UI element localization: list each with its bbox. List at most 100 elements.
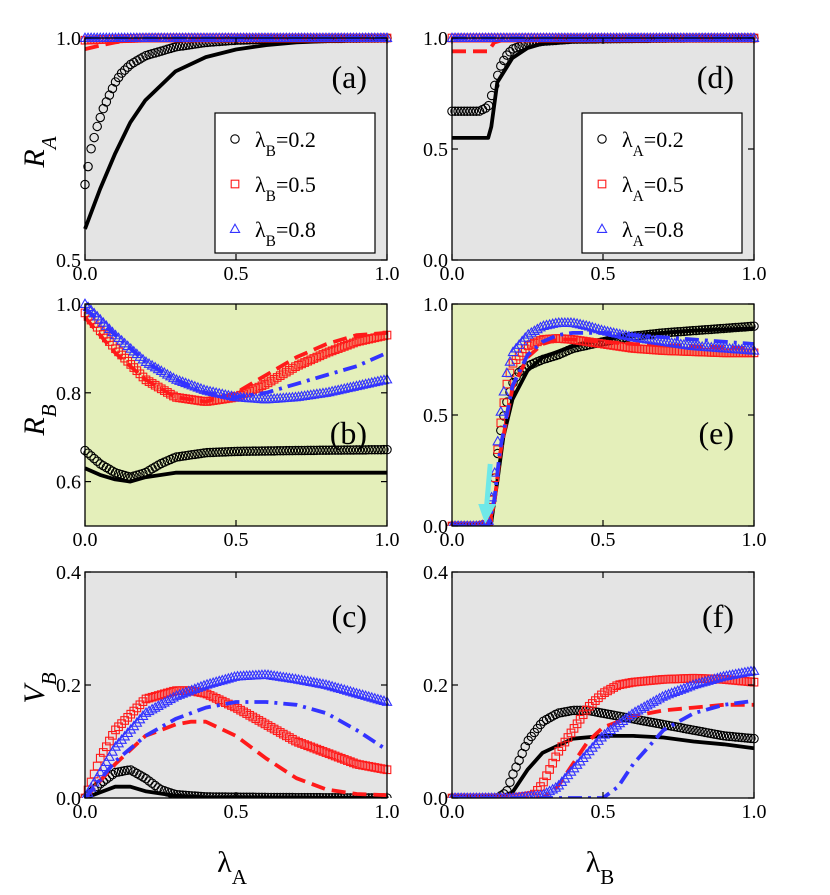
data-point	[95, 112, 106, 123]
data-point	[489, 80, 500, 91]
data-point	[457, 520, 465, 526]
data-point	[308, 676, 320, 687]
data-point	[180, 450, 191, 461]
data-point	[342, 340, 352, 350]
data-point	[685, 326, 695, 336]
data-point	[473, 792, 480, 798]
data-point	[346, 339, 355, 349]
data-point	[129, 706, 139, 716]
data-point	[205, 792, 215, 798]
data-point	[617, 329, 629, 339]
x-tick-label: 1.0	[742, 529, 767, 551]
data-point	[500, 792, 508, 798]
arrow-head	[478, 504, 497, 524]
data-point	[360, 378, 372, 389]
data-point	[551, 752, 561, 762]
data-point	[583, 320, 595, 331]
data-point	[736, 667, 748, 678]
y-tick-label: 0.2	[423, 675, 448, 697]
data-point	[456, 106, 466, 117]
data-point	[318, 445, 328, 456]
data-point	[712, 324, 723, 334]
data-point	[454, 520, 462, 526]
data-point	[706, 324, 717, 335]
data-point	[358, 760, 367, 770]
data-point	[299, 445, 310, 456]
data-point	[177, 451, 188, 461]
data-point	[566, 706, 576, 716]
data-point	[187, 450, 197, 460]
panel-label: (a)	[331, 59, 367, 95]
chart-panel-c: 0.0 0.5 1.0 0.0 0.2 0.4 (c)	[56, 562, 400, 823]
data-point	[85, 781, 97, 792]
data-point	[566, 728, 576, 738]
data-point	[122, 765, 133, 775]
data-point	[348, 445, 359, 455]
data-point	[571, 317, 583, 328]
data-point	[205, 447, 215, 458]
data-point	[526, 790, 536, 798]
data-point	[287, 445, 298, 456]
data-point	[171, 452, 182, 462]
y-tick-label: 0.5	[56, 250, 81, 272]
legend-entry: λA=0.5	[622, 172, 684, 205]
data-point	[86, 451, 96, 461]
y-tick-label: 0.0	[423, 516, 448, 538]
data-point	[341, 382, 353, 393]
data-point	[589, 738, 601, 749]
x-title-right: λB	[586, 846, 615, 889]
data-point	[580, 748, 592, 759]
y-tick-label: 1.0	[423, 294, 448, 316]
data-point	[116, 734, 128, 744]
data-point	[235, 446, 246, 457]
data-point	[326, 385, 338, 396]
data-point	[141, 773, 151, 784]
data-point	[594, 693, 603, 703]
data-point	[351, 445, 362, 455]
x-tick-label: 0.5	[224, 263, 249, 285]
data-point	[309, 354, 319, 363]
data-point	[341, 684, 353, 695]
data-point	[260, 446, 270, 456]
data-point	[545, 765, 554, 774]
data-point	[297, 359, 306, 369]
data-point	[95, 753, 105, 763]
data-point	[577, 752, 589, 763]
y-tick-label: 0.5	[423, 139, 448, 161]
data-point	[569, 705, 579, 716]
series-line-b-2	[83, 316, 388, 404]
data-point	[257, 446, 267, 456]
data-point	[223, 792, 234, 798]
data-point	[312, 445, 322, 456]
legend-entry: λA=0.2	[622, 127, 684, 160]
data-point	[332, 682, 344, 693]
data-point	[718, 731, 729, 741]
y-tick-label: 0.2	[56, 675, 81, 697]
data-point	[512, 791, 520, 798]
data-point	[303, 741, 313, 751]
data-point	[305, 445, 316, 456]
data-point	[666, 327, 677, 338]
data-point	[586, 321, 598, 332]
data-point	[174, 451, 185, 462]
data-point	[205, 691, 215, 700]
data-point	[320, 386, 332, 397]
x-tick-label: 0.5	[591, 529, 616, 551]
data-point	[329, 681, 341, 692]
data-point	[560, 737, 570, 747]
data-point	[330, 751, 340, 761]
data-point	[363, 690, 375, 701]
data-point	[88, 776, 100, 787]
data-point	[378, 374, 390, 385]
data-point	[107, 83, 118, 94]
data-point	[174, 375, 186, 385]
data-point	[199, 791, 209, 798]
data-point	[584, 701, 594, 711]
legend-entry: λB=0.5	[255, 172, 316, 205]
data-point	[691, 325, 701, 336]
y-tick-label: 0.8	[56, 383, 81, 405]
data-point	[373, 332, 383, 342]
data-point	[232, 792, 243, 798]
data-point	[324, 445, 334, 455]
